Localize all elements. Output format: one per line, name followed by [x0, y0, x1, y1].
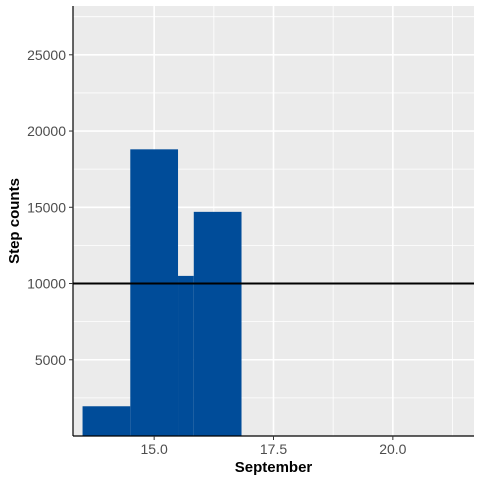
y-axis-title: Step counts [6, 178, 23, 264]
bar [82, 406, 131, 436]
x-tick-label: 20.0 [379, 441, 406, 457]
y-tick-label: 5000 [35, 352, 66, 368]
y-tick-label: 10000 [27, 276, 66, 292]
bar [178, 275, 194, 436]
x-tick-label: 17.5 [260, 441, 287, 457]
y-tick-label: 15000 [27, 199, 66, 215]
x-axis-ticks: 15.0 17.5 20.0 [141, 436, 407, 457]
bars [82, 149, 242, 437]
x-tick-label: 15.0 [141, 441, 168, 457]
bar [130, 149, 179, 437]
y-tick-label: 20000 [27, 123, 66, 139]
y-tick-label: 25000 [27, 47, 66, 63]
y-axis-ticks: 5000 10000 15000 20000 25000 [27, 47, 73, 368]
x-axis-title: September [235, 459, 313, 476]
bar [193, 211, 242, 436]
